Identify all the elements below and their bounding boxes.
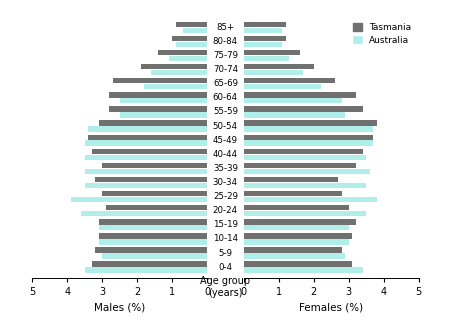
- Bar: [243, 253, 344, 259]
- Bar: [112, 78, 207, 84]
- Bar: [243, 140, 372, 146]
- Bar: [243, 28, 282, 33]
- Bar: [243, 233, 352, 239]
- Bar: [182, 28, 207, 33]
- Text: 55-59: 55-59: [213, 108, 237, 116]
- Bar: [243, 22, 285, 27]
- Bar: [243, 106, 362, 112]
- Bar: [98, 239, 207, 244]
- Bar: [243, 120, 376, 126]
- Bar: [84, 183, 207, 188]
- Text: 15-19: 15-19: [213, 220, 237, 229]
- Text: 45-49: 45-49: [213, 136, 237, 145]
- Bar: [98, 120, 207, 126]
- Bar: [243, 98, 341, 103]
- Bar: [95, 247, 207, 253]
- Text: 35-39: 35-39: [213, 164, 237, 173]
- Text: 20-24: 20-24: [213, 206, 237, 215]
- Bar: [243, 205, 348, 211]
- Text: 70-74: 70-74: [213, 65, 237, 74]
- Bar: [158, 50, 207, 55]
- Bar: [243, 126, 372, 132]
- Bar: [243, 247, 341, 253]
- Text: Age group
(years): Age group (years): [200, 276, 250, 298]
- Bar: [243, 134, 372, 140]
- Bar: [151, 70, 207, 75]
- Bar: [109, 106, 207, 112]
- Bar: [88, 126, 207, 132]
- Bar: [91, 261, 207, 267]
- Text: 80-84: 80-84: [213, 37, 237, 46]
- Bar: [140, 64, 207, 69]
- Bar: [88, 134, 207, 140]
- Text: 0-4: 0-4: [218, 263, 232, 272]
- Bar: [243, 183, 365, 188]
- Text: 40-44: 40-44: [213, 150, 237, 159]
- X-axis label: Males (%): Males (%): [94, 303, 145, 313]
- Bar: [243, 155, 365, 160]
- Bar: [243, 191, 341, 196]
- Bar: [243, 84, 320, 89]
- Bar: [243, 225, 348, 230]
- Bar: [98, 219, 207, 225]
- Bar: [243, 163, 355, 168]
- Bar: [243, 56, 289, 61]
- Bar: [243, 268, 362, 273]
- Bar: [84, 169, 207, 174]
- Bar: [71, 197, 207, 202]
- Bar: [98, 225, 207, 230]
- Bar: [81, 211, 207, 216]
- Bar: [243, 70, 302, 75]
- Bar: [243, 92, 355, 98]
- Bar: [109, 92, 207, 98]
- Bar: [243, 169, 369, 174]
- Text: 65-69: 65-69: [213, 79, 237, 88]
- Text: 10-14: 10-14: [213, 234, 237, 244]
- Text: 85+: 85+: [216, 23, 234, 32]
- Bar: [243, 148, 362, 154]
- Legend: Tasmania, Australia: Tasmania, Australia: [350, 20, 413, 48]
- Bar: [243, 239, 348, 244]
- Bar: [106, 205, 207, 211]
- Text: 25-29: 25-29: [213, 192, 237, 201]
- Bar: [102, 163, 207, 168]
- Bar: [168, 56, 207, 61]
- Bar: [243, 112, 344, 117]
- Bar: [119, 98, 207, 103]
- Bar: [175, 22, 207, 27]
- Bar: [243, 197, 376, 202]
- Text: 30-34: 30-34: [213, 178, 237, 187]
- Bar: [243, 64, 313, 69]
- Text: 75-79: 75-79: [213, 51, 237, 60]
- Bar: [243, 261, 352, 267]
- Bar: [144, 84, 207, 89]
- Bar: [98, 233, 207, 239]
- Bar: [243, 219, 355, 225]
- Bar: [84, 140, 207, 146]
- Bar: [243, 50, 299, 55]
- Bar: [84, 268, 207, 273]
- Bar: [243, 36, 285, 41]
- Bar: [243, 78, 334, 84]
- Bar: [119, 112, 207, 117]
- Text: 5-9: 5-9: [218, 249, 232, 258]
- Bar: [102, 253, 207, 259]
- Text: 50-54: 50-54: [213, 122, 237, 131]
- Bar: [175, 42, 207, 47]
- Bar: [243, 177, 337, 182]
- Bar: [172, 36, 207, 41]
- Bar: [95, 177, 207, 182]
- Text: 60-64: 60-64: [213, 93, 237, 102]
- Bar: [243, 42, 282, 47]
- Bar: [243, 211, 365, 216]
- Bar: [91, 148, 207, 154]
- Bar: [84, 155, 207, 160]
- X-axis label: Females (%): Females (%): [298, 303, 363, 313]
- Bar: [102, 191, 207, 196]
